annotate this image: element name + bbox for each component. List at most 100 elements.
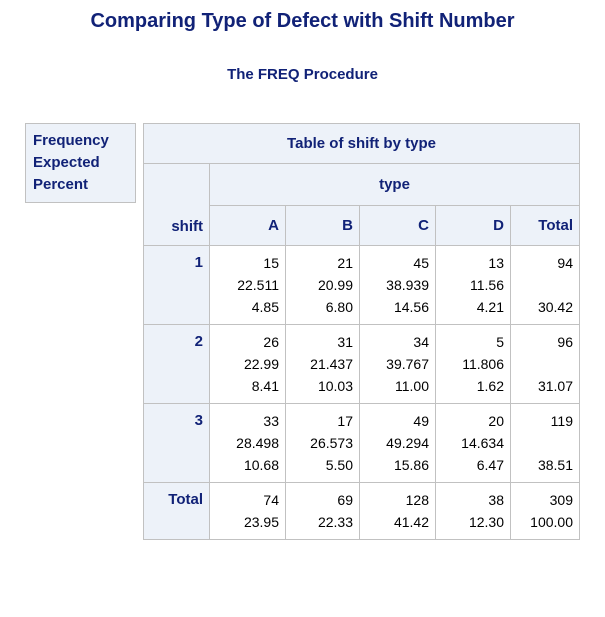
cell-frequency: 33 [263,413,279,429]
cell-expected: 26.573 [310,435,353,451]
cell-frequency: 15 [263,255,279,271]
row-header-total: Total [143,482,210,540]
cell-percent: 22.33 [317,514,353,530]
table-cell-total: 309 100.00 [510,482,580,540]
cell-percent: 4.85 [251,299,279,315]
table-cell: 49 49.294 15.86 [359,403,436,483]
cell-percent: 8.41 [251,378,279,394]
cell-percent: 1.62 [476,378,504,394]
cell-frequency: 309 [549,492,573,508]
cell-percent: 100.00 [530,514,573,530]
cell-expected: 20.99 [317,277,353,293]
cell-percent: 31.07 [537,378,573,394]
cell-expected [517,353,573,375]
cell-frequency: 38 [488,492,504,508]
cell-frequency: 21 [337,255,353,271]
cell-frequency: 34 [413,334,429,350]
column-header-d: D [435,205,511,246]
column-variable-header: type [209,163,580,206]
table-cell: 45 38.939 14.56 [359,245,436,325]
cell-frequency: 45 [413,255,429,271]
cell-frequency: 94 [557,255,573,271]
table-cell: 17 26.573 5.50 [285,403,360,483]
row-header: 3 [143,403,210,483]
cell-expected: 14.634 [461,435,504,451]
report-title: Comparing Type of Defect with Shift Numb… [90,10,515,32]
cell-percent: 10.68 [243,457,279,473]
table-cell: 34 39.767 11.00 [359,324,436,404]
cell-percent: 38.51 [537,457,573,473]
row-header: 1 [143,245,210,325]
cell-percent: 4.21 [476,299,504,315]
cell-expected: 38.939 [386,277,429,293]
legend-percent: Percent [33,176,89,193]
cell-frequency: 119 [550,413,573,429]
table-row: 3 33 28.498 10.68 17 26.573 5.50 49 49.294 15.86 2… [143,403,580,483]
cell-percent: 5.50 [325,457,353,473]
cell-frequency: 26 [263,334,279,350]
cell-expected [517,274,573,296]
column-header-total: Total [510,205,580,246]
table-cell: 13 11.56 4.21 [435,245,511,325]
cell-percent: 6.80 [325,299,353,315]
cell-expected: 22.99 [243,356,279,372]
cell-frequency: 17 [337,413,353,429]
column-header-a: A [209,205,286,246]
cell-expected: 11.56 [470,277,504,293]
cell-frequency: 74 [263,492,279,508]
cell-expected: 49.294 [386,435,429,451]
table-cell: 5 11.806 1.62 [435,324,511,404]
cell-frequency: 20 [488,413,504,429]
crosstab-table: Table of shift by type shift type A B C D To… [143,123,580,540]
cell-frequency: 128 [405,492,429,508]
table-cell: 20 14.634 6.47 [435,403,511,483]
cell-percent: 15.86 [393,457,429,473]
column-header-row: A B C D Total [144,205,580,246]
table-row: 1 15 22.511 4.85 21 20.99 6.80 45 38.939 14.56 13 1… [143,245,580,325]
table-cell-total: 128 41.42 [359,482,436,540]
table-cell: 96 31.07 [510,324,580,404]
cell-percent: 14.56 [393,299,429,315]
table-cell: 15 22.511 4.85 [209,245,286,325]
table-row: 2 26 22.99 8.41 31 21.437 10.03 34 39.767 11.00 5 1… [143,324,580,404]
cell-expected: 28.498 [236,435,279,451]
cell-frequency: 13 [488,255,504,271]
table-body: 1 15 22.511 4.85 21 20.99 6.80 45 38.939 14.56 13 1… [143,245,580,540]
cell-percent: 30.42 [537,299,573,315]
row-variable-header: shift [143,163,210,246]
total-row: Total 74 23.95 69 22.33 128 41.42 38 12.30 309 100… [143,482,580,540]
cell-frequency: 69 [337,492,353,508]
cell-frequency: 31 [337,334,353,350]
cell-expected [517,432,573,454]
cell-frequency: 49 [413,413,429,429]
table-cell: 119 38.51 [510,403,580,483]
cell-expected: 39.767 [386,356,429,372]
cell-expected: 11.806 [462,356,504,372]
legend-frequency: Frequency [33,132,109,149]
row-header: 2 [143,324,210,404]
table-cell: 94 30.42 [510,245,580,325]
cell-expected: 21.437 [310,356,353,372]
column-header-b: B [285,205,360,246]
cell-percent: 41.42 [393,514,429,530]
table-cell: 26 22.99 8.41 [209,324,286,404]
cell-expected: 22.511 [237,277,279,293]
legend-box: Frequency Expected Percent [25,123,136,203]
cell-frequency: 96 [557,334,573,350]
procedure-subtitle: The FREQ Procedure [227,66,378,83]
cell-percent: 10.03 [317,378,353,394]
table-cell: 21 20.99 6.80 [285,245,360,325]
cell-contents-legend: Frequency Expected Percent [25,123,136,203]
column-header-c: C [359,205,436,246]
table-cell-total: 69 22.33 [285,482,360,540]
table-cell: 31 21.437 10.03 [285,324,360,404]
cell-percent: 12.30 [468,514,504,530]
cell-percent: 6.47 [476,457,504,473]
table-caption: Table of shift by type [143,123,580,164]
cell-percent: 11.00 [395,378,429,394]
legend-expected: Expected [33,154,100,171]
cell-frequency: 5 [496,334,504,350]
cell-percent: 23.95 [243,514,279,530]
table-cell-total: 38 12.30 [435,482,511,540]
table-cell-total: 74 23.95 [209,482,286,540]
